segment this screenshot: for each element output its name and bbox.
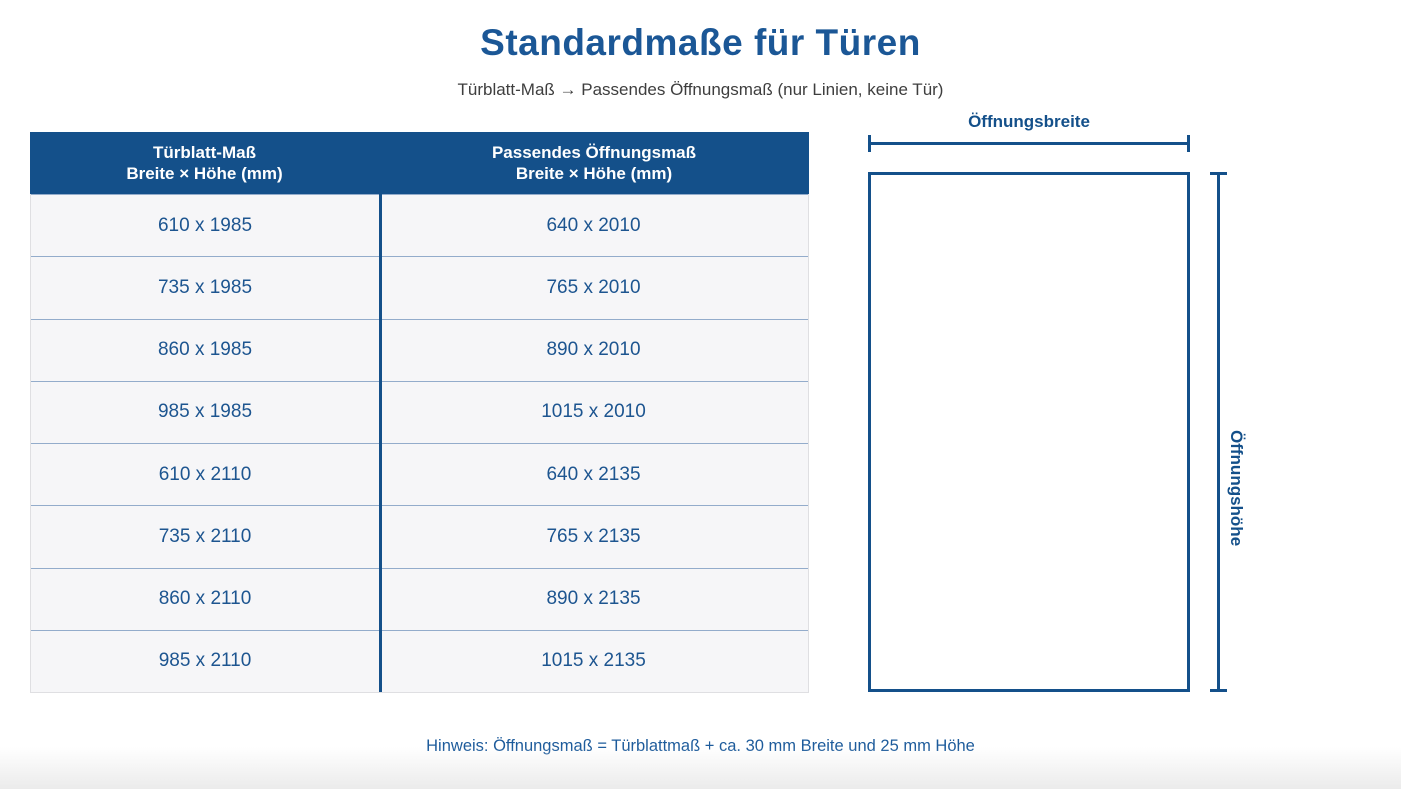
width-dimension-tick-right bbox=[1187, 135, 1190, 152]
cell-tuerblatt: 860 x 2110 bbox=[158, 588, 252, 610]
cell-oeffnung: 890 x 2010 bbox=[546, 339, 641, 361]
door-opening-outline bbox=[868, 172, 1190, 692]
width-dimension-tick-left bbox=[868, 135, 871, 152]
opening-height-label: Öffnungshöhe bbox=[1227, 430, 1246, 547]
header-oeffnungsmass-line1: Passendes Öffnungsmaß bbox=[491, 143, 697, 162]
table-row: 860 x 2110 890 x 2135 bbox=[31, 567, 808, 630]
cell-oeffnung: 640 x 2135 bbox=[546, 463, 641, 485]
width-dimension-line bbox=[868, 142, 1190, 145]
header-tuerblatt-line2: Breite × Höhe (mm) bbox=[126, 164, 283, 183]
table-row: 735 x 1985 765 x 2010 bbox=[31, 256, 808, 318]
opening-width-label: Öffnungsbreite bbox=[968, 112, 1090, 131]
table-body: 610 x 1985 640 x 2010 735 x 1985 765 x 2… bbox=[30, 194, 809, 693]
table-header-oeffnungsmass: Passendes Öffnungsmaß Breite × Höhe (mm) bbox=[379, 132, 809, 194]
column-divider-line bbox=[379, 194, 382, 692]
table-header-tuerblatt: Türblatt-Maß Breite × Höhe (mm) bbox=[30, 132, 379, 194]
table-row: 610 x 1985 640 x 2010 bbox=[31, 194, 808, 256]
cell-oeffnung: 890 x 2135 bbox=[546, 588, 641, 610]
cell-tuerblatt: 985 x 2110 bbox=[158, 650, 252, 672]
table-header-row: Türblatt-Maß Breite × Höhe (mm) Passende… bbox=[30, 132, 809, 194]
table-row: 985 x 2110 1015 x 2135 bbox=[31, 629, 808, 692]
height-dimension-tick-top bbox=[1210, 172, 1227, 175]
page-subtitle: Türblatt-Maß → Passendes Öffnungsmaß (nu… bbox=[457, 80, 944, 99]
height-dimension-line bbox=[1217, 172, 1220, 692]
table-row: 860 x 1985 890 x 2010 bbox=[31, 318, 808, 381]
cell-tuerblatt: 860 x 1985 bbox=[157, 339, 253, 361]
cell-tuerblatt: 610 x 1985 bbox=[157, 214, 253, 236]
cell-oeffnung: 1015 x 2010 bbox=[541, 401, 646, 423]
page-title: Standardmaße für Türen bbox=[480, 22, 921, 63]
cell-oeffnung: 1015 x 2135 bbox=[541, 650, 646, 672]
cell-oeffnung: 765 x 2010 bbox=[546, 276, 641, 298]
cell-tuerblatt: 985 x 1985 bbox=[157, 401, 253, 423]
cell-tuerblatt: 610 x 2110 bbox=[158, 463, 252, 485]
cell-tuerblatt: 735 x 2110 bbox=[158, 525, 252, 547]
table-row: 985 x 1985 1015 x 2010 bbox=[31, 380, 808, 443]
table-row: 610 x 2110 640 x 2135 bbox=[31, 443, 808, 505]
table-row: 735 x 2110 765 x 2135 bbox=[31, 505, 808, 567]
header-oeffnungsmass-line2: Breite × Höhe (mm) bbox=[515, 164, 673, 183]
door-size-table: Türblatt-Maß Breite × Höhe (mm) Passende… bbox=[30, 132, 809, 693]
height-dimension-tick-bottom bbox=[1210, 689, 1227, 692]
cell-oeffnung: 765 x 2135 bbox=[546, 525, 641, 547]
cell-oeffnung: 640 x 2010 bbox=[546, 214, 641, 236]
cell-tuerblatt: 735 x 1985 bbox=[157, 276, 253, 298]
header-tuerblatt-line1: Türblatt-Maß bbox=[153, 143, 256, 162]
footnote: Hinweis: Öffnungsmaß = Türblattmaß + ca.… bbox=[426, 737, 975, 755]
